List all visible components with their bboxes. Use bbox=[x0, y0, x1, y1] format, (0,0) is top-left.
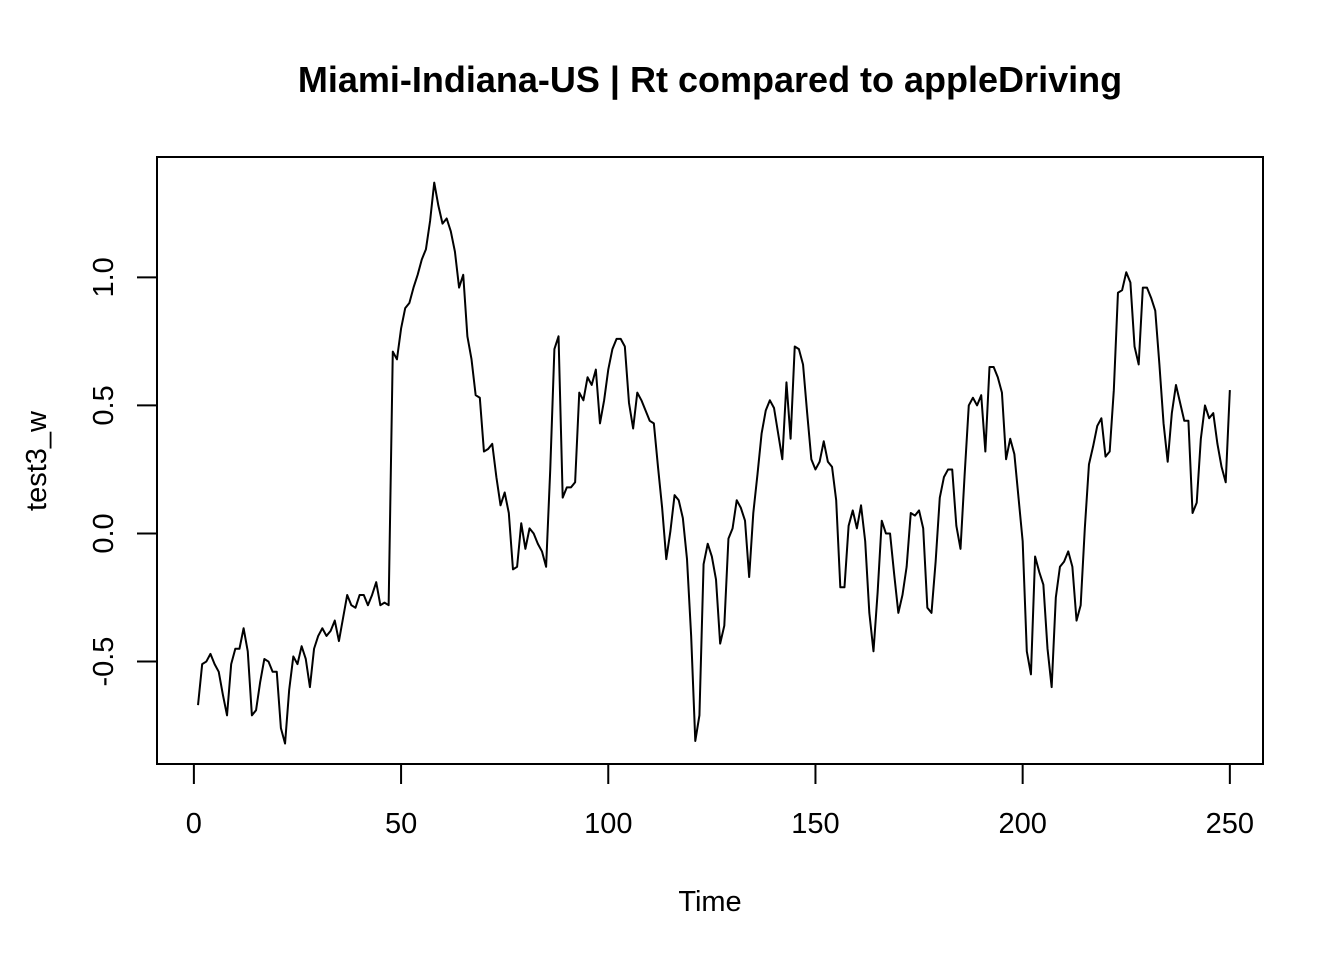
series-line bbox=[197, 181, 1231, 745]
y-axis: -0.5 0.0 0.5 1.0 bbox=[88, 257, 158, 687]
plot-frame bbox=[156, 156, 1264, 765]
y-tick-label: -0.5 bbox=[88, 637, 120, 687]
x-axis: 0 50 100 150 200 250 bbox=[186, 763, 1254, 840]
x-tick-label: 100 bbox=[584, 808, 632, 840]
x-tick-label: 50 bbox=[385, 808, 417, 840]
x-tick-label: 200 bbox=[998, 808, 1046, 840]
x-tick-label: 250 bbox=[1206, 808, 1254, 840]
x-tick-label: 0 bbox=[186, 808, 202, 840]
chart-title: Miami-Indiana-US | Rt compared to appleD… bbox=[298, 59, 1122, 101]
x-tick-label: 150 bbox=[791, 808, 839, 840]
y-tick-label: 0.5 bbox=[88, 385, 120, 425]
y-axis-label: test3_w bbox=[21, 410, 53, 511]
y-tick-label: 1.0 bbox=[88, 257, 120, 297]
y-tick-label: 0.0 bbox=[88, 513, 120, 553]
x-axis-label: Time bbox=[678, 886, 741, 918]
series-layer bbox=[197, 181, 1231, 745]
